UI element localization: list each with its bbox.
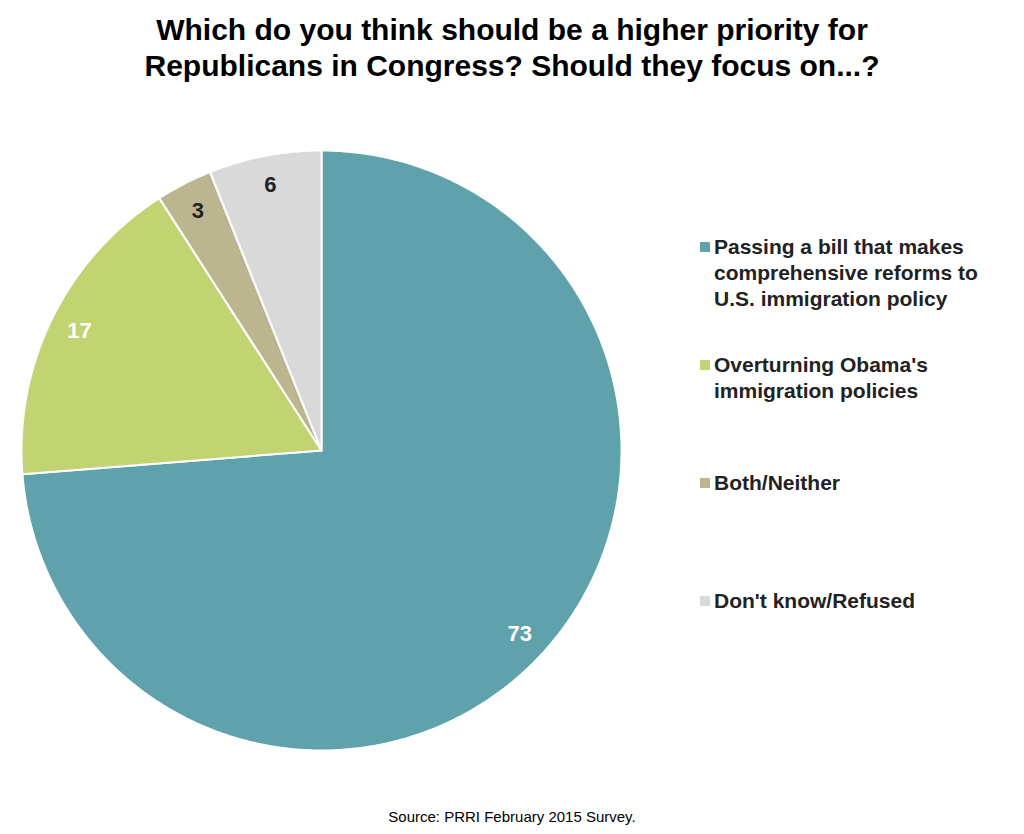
html-text:Overturning Obama's immigratio: Overturning Obama's immigration policies (714, 353, 928, 402)
html-text:Don't know/Refused: Don't know/Refused (714, 589, 915, 612)
svg-text:73: 73 (508, 621, 532, 646)
html-text:Passing a bill that makes comp: Passing a bill that makes comprehensive … (714, 235, 978, 310)
svg-text:6: 6 (264, 172, 276, 197)
svg-text:3: 3 (192, 198, 204, 223)
html-text:Source: PRRI February 2015 Sur: Source: PRRI February 2015 Survey. (388, 808, 636, 825)
html-text:Both/Neither: Both/Neither (714, 471, 840, 494)
html-text:Which do you think should be a: Which do you think should be a higher pr… (144, 13, 880, 82)
svg-text:17: 17 (67, 318, 91, 343)
